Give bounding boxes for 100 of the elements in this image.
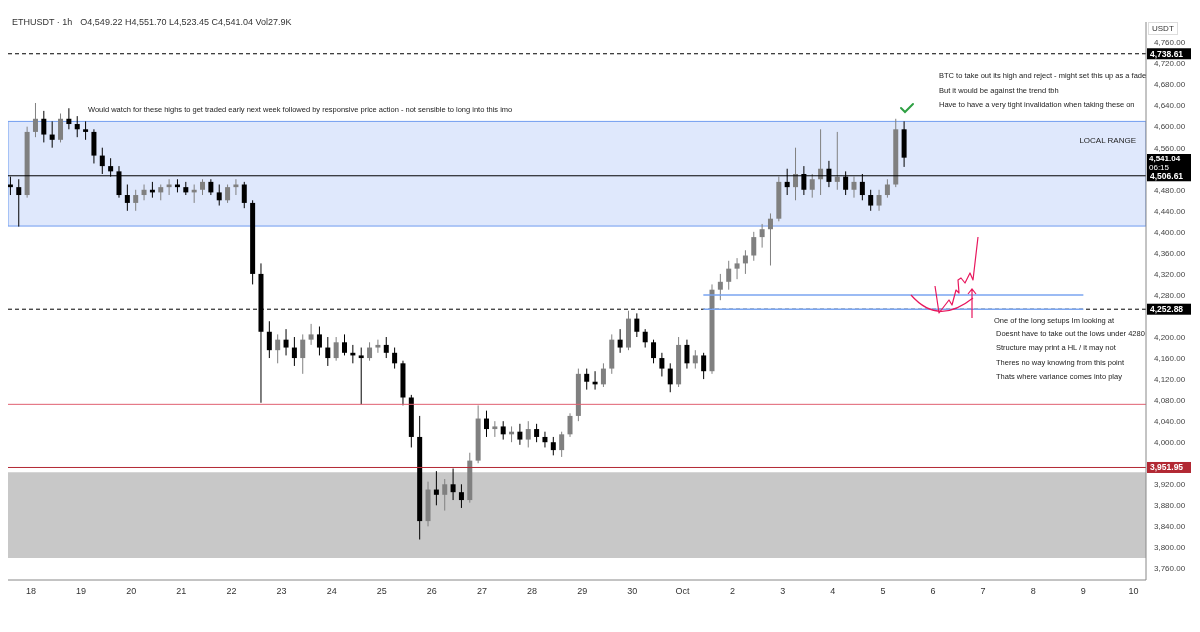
x-tick-label: 27 — [476, 586, 487, 597]
candlestick — [742, 249, 748, 275]
x-tick-label: 10 — [1128, 586, 1139, 597]
x-tick-label: 6 — [930, 586, 936, 597]
y-tick-label: 3,920.00 — [1154, 480, 1186, 490]
y-tick-label: 4,280.00 — [1154, 290, 1186, 300]
y-tick-label: 4,000.00 — [1154, 438, 1186, 448]
candlestick — [876, 189, 882, 212]
y-tick-label: 3,800.00 — [1154, 543, 1186, 553]
candlestick — [291, 336, 297, 367]
candlestick — [392, 347, 398, 370]
x-tick-label: Oct — [675, 586, 690, 597]
candlestick — [383, 336, 389, 359]
candlestick — [367, 341, 373, 362]
candlestick — [684, 339, 690, 370]
x-tick-label: 24 — [326, 586, 337, 597]
candlestick — [275, 333, 281, 364]
candlestick — [41, 110, 47, 143]
candlestick — [124, 184, 130, 212]
candlestick — [333, 336, 339, 362]
candlestick — [734, 257, 740, 280]
candlestick — [358, 347, 364, 405]
y-tick-label: 4,680.00 — [1154, 80, 1186, 90]
candlestick — [58, 113, 64, 143]
x-tick-label: 2 — [730, 586, 736, 597]
candlestick — [651, 339, 657, 364]
candlestick — [525, 420, 531, 448]
candlestick — [141, 184, 147, 201]
x-tick-label: 4 — [830, 586, 836, 597]
x-tick-label: 8 — [1030, 586, 1036, 597]
y-tick-label: 4,720.00 — [1154, 59, 1186, 69]
ref-line-label: 4,506.61 — [1150, 170, 1184, 181]
candlestick — [659, 352, 665, 377]
y-tick-label: 3,880.00 — [1154, 501, 1186, 511]
ref-line-label: 4,252.88 — [1150, 304, 1184, 315]
candlestick — [450, 468, 456, 501]
x-tick-label: 23 — [276, 586, 287, 597]
x-tick-label: 26 — [426, 586, 437, 597]
candlestick — [767, 212, 773, 266]
y-tick-label: 4,600.00 — [1154, 122, 1186, 132]
candlestick — [534, 423, 540, 443]
y-tick-label: 4,400.00 — [1154, 227, 1186, 237]
ref-line-label: 4,738.61 — [1150, 48, 1184, 59]
candlestick — [342, 333, 347, 356]
candlestick — [442, 478, 448, 512]
candlestick — [809, 173, 815, 199]
candlestick — [16, 178, 22, 228]
y-tick-label: 4,320.00 — [1154, 269, 1186, 279]
candlestick — [717, 273, 723, 301]
candlestick — [91, 128, 97, 164]
candlestick — [550, 436, 556, 456]
y-tick-label: 4,480.00 — [1154, 185, 1186, 195]
candlestick — [300, 333, 306, 375]
x-tick-label: 19 — [76, 586, 87, 597]
x-tick-label: 20 — [126, 586, 137, 597]
candlestick — [500, 420, 506, 441]
x-tick-label: 30 — [627, 586, 638, 597]
y-tick-label: 4,440.00 — [1154, 206, 1186, 216]
candlestick — [517, 423, 523, 446]
candlestick — [584, 368, 590, 391]
y-tick-label: 4,200.00 — [1154, 332, 1186, 342]
candlestick — [225, 184, 231, 204]
candlestick — [32, 102, 38, 138]
x-tick-label: 21 — [176, 586, 187, 597]
candlestick — [884, 178, 890, 199]
candlestick — [851, 176, 857, 199]
candlestick — [600, 362, 606, 388]
x-tick-label: 22 — [226, 586, 237, 597]
y-tick-label: 3,840.00 — [1154, 522, 1186, 532]
text: 06:15 — [1147, 162, 1191, 172]
candlestick — [433, 470, 439, 506]
x-tick-label: 28 — [527, 586, 538, 597]
candlestick — [542, 431, 548, 448]
candlestick — [66, 107, 72, 130]
y-tick-label: 4,080.00 — [1154, 395, 1186, 405]
candlestick — [726, 260, 732, 291]
candlestick — [316, 326, 322, 356]
x-tick-label: 25 — [376, 586, 387, 597]
candlestick — [325, 336, 331, 367]
candlestick — [308, 323, 314, 346]
x-tick-label: 3 — [780, 586, 786, 597]
chart-title: ETHUSDT · 1h — [12, 17, 73, 27]
y-tick-label: 4,760.00 — [1154, 38, 1186, 48]
text: 4,541.04 — [1147, 153, 1191, 163]
candlestick — [133, 189, 139, 212]
y-tick-label: 4,120.00 — [1154, 374, 1186, 384]
candlestick — [634, 312, 640, 338]
candlestick — [216, 184, 222, 207]
chart-subtitle: O4,549.22 H4,551.70 L4,523.45 C4,541.04 Vol27.9K — [80, 17, 292, 27]
y-tick-label: 4,160.00 — [1154, 353, 1186, 363]
y-tick-label: 3,760.00 — [1154, 564, 1186, 574]
x-tick-label: 18 — [25, 586, 36, 597]
band-label: LOCAL RANGE — [1079, 136, 1136, 146]
x-tick-label: 5 — [880, 586, 886, 597]
candlestick — [567, 412, 573, 438]
candlestick — [617, 328, 623, 354]
candlestick — [751, 231, 757, 262]
candlestick — [759, 223, 765, 249]
x-tick-label: 29 — [577, 586, 588, 597]
candlestick — [241, 181, 247, 209]
